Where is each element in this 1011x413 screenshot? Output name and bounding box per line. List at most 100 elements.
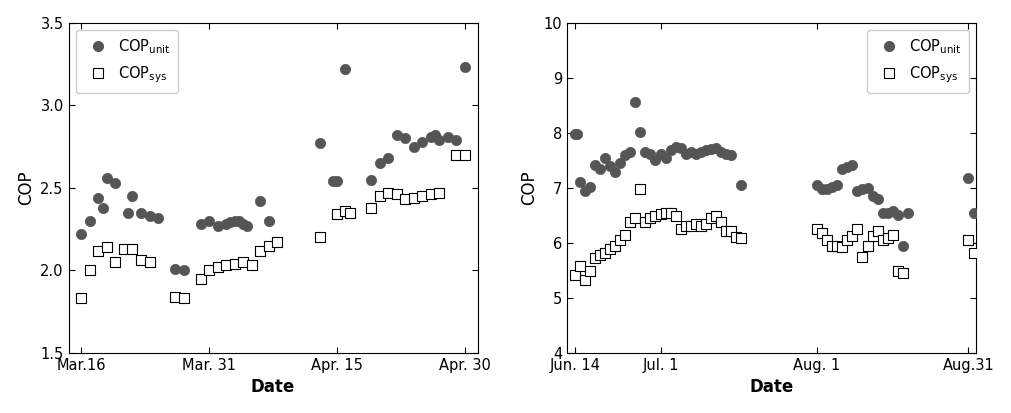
Point <box>576 277 592 284</box>
Point <box>637 218 653 225</box>
Point <box>889 212 905 218</box>
Point <box>672 145 688 152</box>
Point <box>662 209 678 216</box>
Point <box>718 228 734 234</box>
Point <box>261 218 277 224</box>
Point <box>713 149 729 155</box>
Point <box>252 198 268 204</box>
Point <box>132 209 149 216</box>
Point <box>652 150 668 157</box>
Point <box>703 215 719 221</box>
Point <box>899 209 915 216</box>
Point <box>853 253 869 260</box>
Point <box>858 185 875 191</box>
Point <box>371 160 387 166</box>
Point <box>698 147 714 154</box>
Point <box>201 218 217 224</box>
Point <box>396 196 412 203</box>
Point <box>244 262 260 269</box>
Point <box>337 66 353 72</box>
Point <box>833 165 849 172</box>
Point <box>838 164 854 170</box>
Point <box>124 246 141 252</box>
Point <box>879 209 895 216</box>
Point <box>693 223 709 230</box>
Point <box>848 187 864 194</box>
Point <box>662 147 678 154</box>
Point <box>723 228 739 234</box>
Point <box>120 209 136 216</box>
Point <box>843 161 859 168</box>
Point <box>723 152 739 158</box>
Point <box>379 190 395 196</box>
Point <box>612 160 628 166</box>
Point <box>602 246 618 253</box>
Point <box>175 267 191 274</box>
Point <box>329 178 345 185</box>
Point <box>431 137 447 143</box>
Point <box>884 208 900 214</box>
Point <box>448 137 464 143</box>
Point <box>713 218 729 225</box>
Point <box>342 209 358 216</box>
Point <box>627 215 643 221</box>
Point <box>99 175 115 181</box>
Point <box>261 242 277 249</box>
Point <box>828 242 844 249</box>
Point <box>82 267 98 274</box>
Point <box>894 242 910 249</box>
Point <box>667 213 683 220</box>
Point <box>632 185 648 192</box>
Point <box>115 246 131 252</box>
Point <box>813 230 829 236</box>
Point <box>107 259 123 266</box>
Point <box>808 226 824 233</box>
Point <box>581 183 598 190</box>
Point <box>964 249 981 256</box>
Point <box>218 262 235 269</box>
Point <box>959 175 976 181</box>
Point <box>602 162 618 169</box>
Point <box>94 204 110 211</box>
Point <box>642 215 658 221</box>
Point <box>677 223 694 230</box>
Point <box>823 242 839 249</box>
Point <box>581 268 598 275</box>
Point <box>379 155 395 161</box>
Point <box>874 209 890 216</box>
Point <box>894 270 910 276</box>
Point <box>657 209 673 216</box>
Point <box>150 214 166 221</box>
Point <box>627 99 643 105</box>
Point <box>218 221 235 228</box>
X-axis label: Date: Date <box>251 378 295 396</box>
Point <box>833 244 849 251</box>
Point <box>607 242 623 249</box>
Point <box>596 249 613 256</box>
Point <box>456 152 472 158</box>
Point <box>863 193 880 199</box>
Point <box>90 195 106 201</box>
Point <box>637 149 653 155</box>
Point <box>733 235 749 242</box>
Point <box>858 242 875 249</box>
Point <box>73 295 89 302</box>
Point <box>311 140 328 147</box>
Point <box>363 176 379 183</box>
Point <box>622 218 638 225</box>
Point <box>371 193 387 199</box>
Point <box>231 218 247 224</box>
Point <box>439 133 455 140</box>
Point <box>874 237 890 243</box>
Point <box>959 237 976 243</box>
Point <box>82 218 98 224</box>
Point <box>677 150 694 157</box>
Point <box>848 226 864 233</box>
Point <box>201 267 217 274</box>
Point <box>235 221 251 228</box>
Point <box>427 132 443 138</box>
Point <box>448 152 464 158</box>
Point <box>388 191 404 198</box>
Point <box>838 237 854 243</box>
Point <box>728 234 744 241</box>
